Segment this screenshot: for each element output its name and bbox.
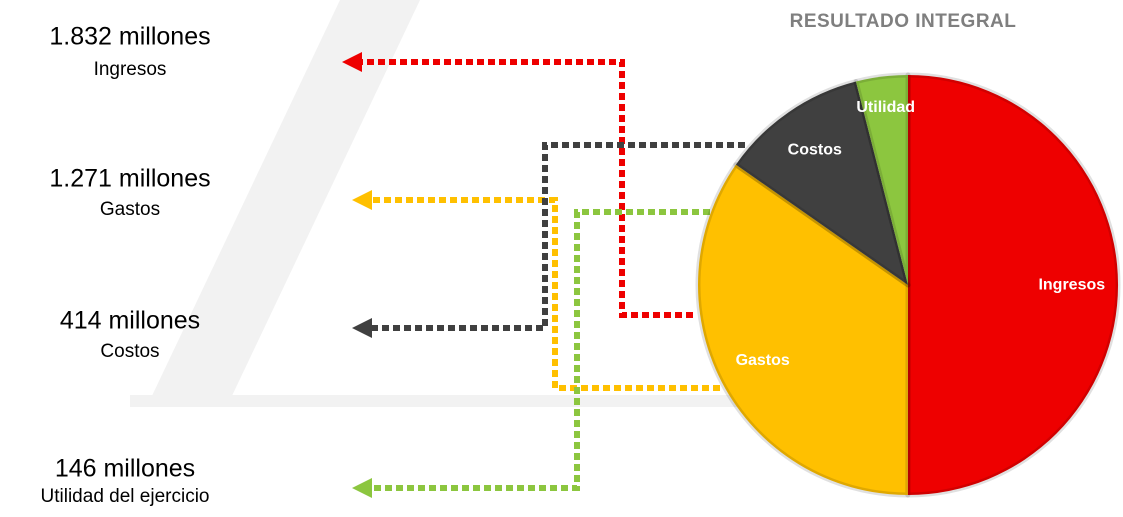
caption: Utilidad del ejercicio [41, 486, 210, 507]
arrow-head [342, 52, 362, 72]
connector-line [372, 209, 710, 491]
value-label: 1.832 millones [49, 23, 210, 51]
value-label: 146 millones [55, 455, 195, 483]
slice-label: Utilidad [856, 99, 915, 116]
pie-slice [905, 72, 1121, 498]
pie-slice [853, 72, 911, 288]
caption: Costos [100, 341, 159, 362]
value-label: 1.271 millones [49, 165, 210, 193]
arrow-head [352, 190, 372, 210]
chart-title: RESULTADO INTEGRAL [790, 11, 1017, 32]
pie: Ingresos Gastos Costos Utilidad [695, 72, 1121, 498]
connector-line [372, 142, 745, 331]
caption: Ingresos [94, 59, 167, 80]
pie-slice [733, 79, 911, 288]
connectors [342, 52, 745, 498]
slice-label: Ingresos [1038, 276, 1105, 293]
arrow-head [352, 478, 372, 498]
value-label: 414 millones [60, 307, 200, 335]
connector-line [372, 197, 720, 391]
slice-label: Gastos [736, 352, 790, 369]
slice-label: Costos [788, 142, 842, 159]
connector-line [362, 59, 693, 318]
caption: Gastos [100, 199, 160, 220]
arrow-head [352, 318, 372, 338]
pie-slice [695, 162, 911, 498]
